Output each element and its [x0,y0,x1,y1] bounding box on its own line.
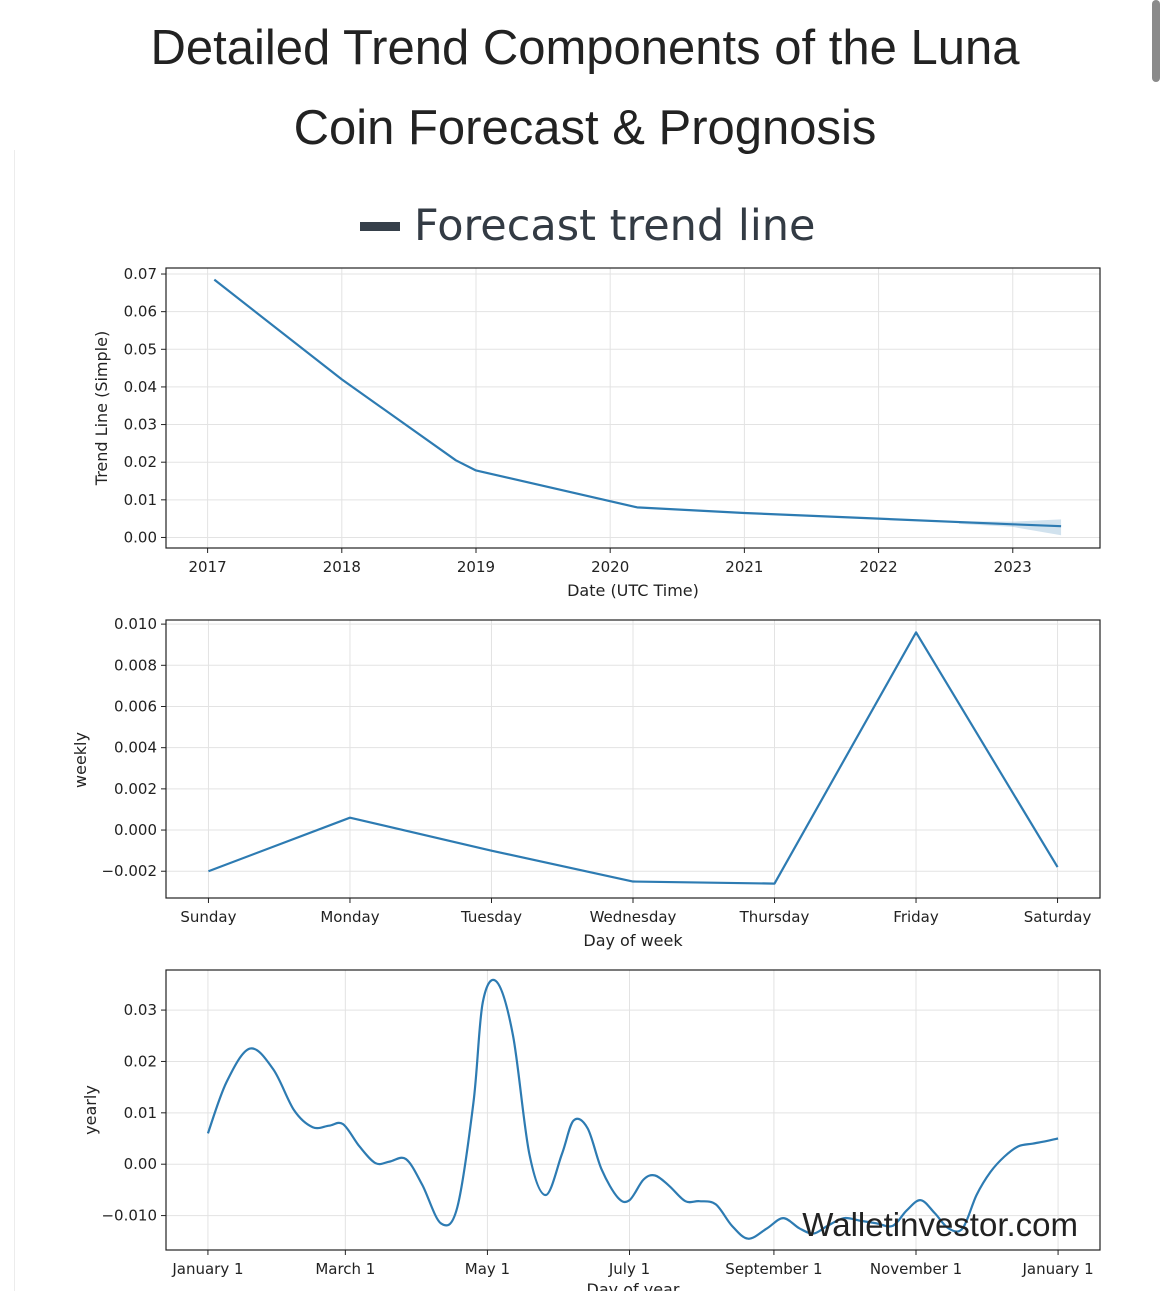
x-tick-label: Saturday [1024,908,1092,926]
y-tick-label: 0.02 [124,453,157,471]
x-tick-label: July 1 [608,1260,650,1278]
x-tick-label: 2020 [591,558,629,576]
scrollbar-thumb[interactable] [1152,0,1160,82]
x-tick-label: Monday [320,908,379,926]
y-tick-label: 0.05 [124,340,157,358]
x-axis-label: Day of year [587,1280,680,1291]
watermark-text: Walletinvestor.com [802,1206,1078,1243]
y-tick-label: 0.006 [114,697,157,715]
x-axis-label: Date (UTC Time) [567,581,699,600]
y-tick-label: 0.00 [124,528,157,546]
page-title-line-1: Detailed Trend Components of the Luna [150,21,1020,75]
x-tick-label: January 1 [171,1260,243,1278]
y-tick-label: 0.004 [114,739,157,757]
x-tick-label: 2017 [189,558,227,576]
x-tick-label: 2023 [994,558,1032,576]
y-axis-label: weekly [71,732,90,788]
y-tick-label: 0.07 [124,265,157,283]
x-tick-label: 2019 [457,558,495,576]
yearly-chart: January 1 March 1 May 1 July 1 September 1 No… [81,969,1101,1291]
chart-legend: Forecast trend line [360,196,816,256]
trend-series-line [213,278,1062,528]
x-tick-label: Tuesday [460,908,522,926]
y-tick-label: 0.04 [124,378,157,396]
y-tick-label: 0.010 [114,615,157,633]
x-tick-label: Sunday [180,908,236,926]
y-axis-label: Trend Line (Simple) [92,331,111,486]
x-tick-label: November 1 [870,1260,962,1278]
plot-frame [165,267,1101,549]
y-tick-label: 0.00 [124,1155,157,1173]
x-tick-label: 2018 [323,558,361,576]
y-tick-label: 0.03 [124,416,157,434]
y-tick-label: 0.002 [114,780,157,798]
weekly-series-line [208,631,1059,885]
x-axis-label: Day of week [583,931,683,950]
x-tick-label: Thursday [739,908,810,926]
y-tick-label: 0.06 [124,303,157,321]
x-tick-label: Wednesday [590,908,677,926]
y-tick-label: 0.000 [114,821,157,839]
trend-chart: 2017 2018 2019 2020 2021 2022 2023 0.00 0.01 0.02… [92,265,1101,600]
y-tick-label: 0.02 [124,1052,157,1070]
x-tick-label: January 1 [1021,1260,1093,1278]
x-tick-label: September 1 [725,1260,822,1278]
y-tick-label: 0.03 [124,1001,157,1019]
legend-swatch-icon [360,221,400,231]
y-tick-label: −0.002 [101,862,157,880]
y-tick-label: 0.01 [124,1104,157,1122]
plot-frame [165,969,1101,1251]
y-axis-label: yearly [81,1085,100,1135]
y-tick-label: −0.010 [101,1207,157,1225]
weekly-chart: Sunday Monday Tuesday Wednesday Thursday Frid… [71,615,1101,950]
x-tick-label: 2022 [859,558,897,576]
page-title-line-2: Coin Forecast & Prognosis [293,101,877,155]
yearly-series-line [206,978,1059,1240]
y-tick-label: 0.008 [114,656,157,674]
x-tick-label: May 1 [465,1260,510,1278]
y-tick-label: 0.01 [124,491,157,509]
x-tick-label: March 1 [315,1260,375,1278]
page-title: Detailed Trend Components of the Luna Co… [0,8,1170,168]
legend-label: Forecast trend line [414,201,816,251]
content-divider [14,150,15,1291]
x-tick-label: Friday [893,908,939,926]
x-tick-label: 2021 [725,558,763,576]
